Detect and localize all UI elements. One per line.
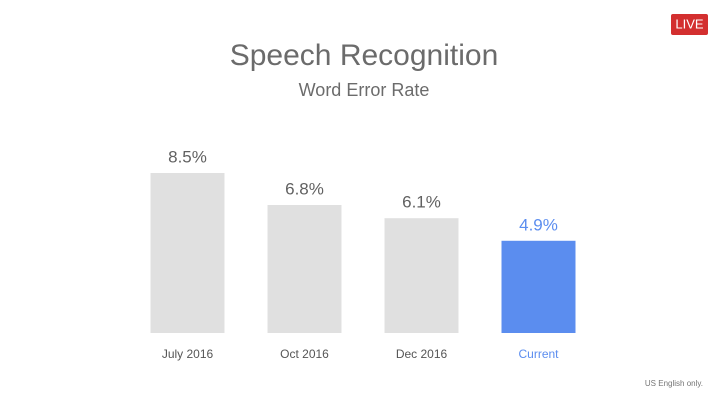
bar — [501, 240, 576, 333]
chart-subtitle: Word Error Rate — [299, 80, 430, 100]
live-text: LIVE — [675, 16, 704, 31]
footnote: US English only. — [645, 379, 703, 388]
value-label: 8.5% — [168, 148, 207, 167]
live-badge — [671, 14, 708, 35]
value-label: 4.9% — [519, 215, 558, 234]
chart-title: Speech Recognition — [230, 39, 499, 72]
x-tick-label: Current — [518, 347, 559, 361]
value-label: 6.8% — [285, 180, 324, 199]
bar — [384, 218, 459, 333]
x-tick-label: July 2016 — [162, 347, 214, 361]
x-tick-label: Dec 2016 — [396, 347, 448, 361]
bar — [150, 173, 225, 333]
value-label: 6.1% — [402, 193, 441, 212]
x-tick-label: Oct 2016 — [280, 347, 329, 361]
bar — [267, 205, 342, 333]
